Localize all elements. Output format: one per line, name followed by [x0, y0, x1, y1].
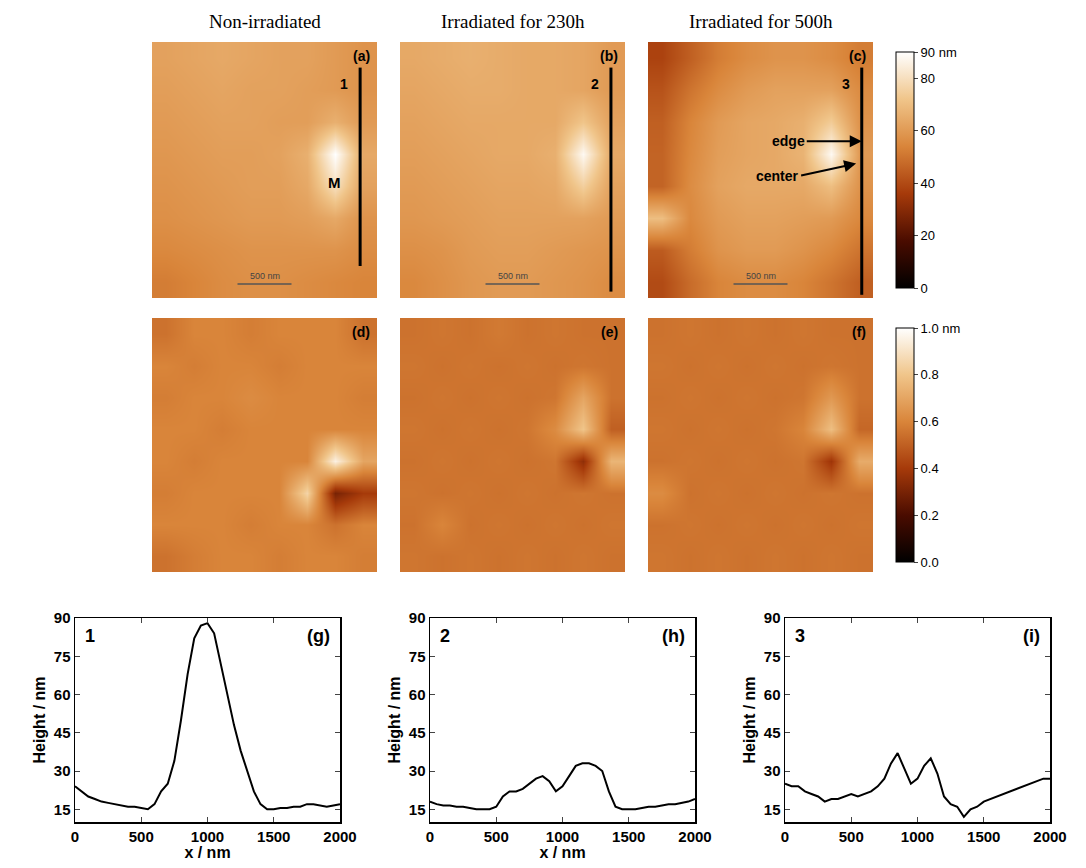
svg-text:500: 500: [484, 828, 509, 845]
svg-text:90: 90: [54, 609, 71, 626]
svg-text:(c): (c): [849, 48, 866, 64]
svg-text:0.6: 0.6: [921, 414, 939, 429]
svg-text:1.0 nm: 1.0 nm: [921, 321, 961, 336]
svg-text:0: 0: [71, 828, 79, 845]
svg-text:0.8: 0.8: [921, 367, 939, 382]
svg-text:1: 1: [340, 76, 348, 92]
svg-text:0.4: 0.4: [921, 461, 939, 476]
svg-text:2000: 2000: [323, 828, 356, 845]
svg-text:x / nm: x / nm: [184, 845, 230, 862]
svg-text:500 nm: 500 nm: [250, 271, 280, 281]
svg-text:1000: 1000: [901, 828, 934, 845]
svg-text:20: 20: [921, 228, 935, 243]
svg-text:75: 75: [409, 648, 426, 665]
svg-text:2000: 2000: [1033, 828, 1066, 845]
svg-text:1: 1: [85, 626, 95, 646]
svg-text:0: 0: [921, 281, 928, 296]
svg-text:(e): (e): [601, 324, 618, 340]
svg-text:3: 3: [795, 626, 805, 646]
svg-text:500: 500: [839, 828, 864, 845]
svg-text:2: 2: [440, 626, 450, 646]
svg-text:75: 75: [764, 648, 781, 665]
svg-text:(a): (a): [353, 48, 370, 64]
svg-text:75: 75: [54, 648, 71, 665]
svg-text:Irradiated for 230h: Irradiated for 230h: [441, 11, 585, 32]
svg-text:15: 15: [764, 801, 781, 818]
svg-text:90: 90: [409, 609, 426, 626]
svg-text:30: 30: [409, 762, 426, 779]
svg-text:500 nm: 500 nm: [498, 271, 528, 281]
svg-text:2000: 2000: [678, 828, 711, 845]
svg-text:500: 500: [129, 828, 154, 845]
svg-text:1500: 1500: [612, 828, 645, 845]
svg-text:30: 30: [764, 762, 781, 779]
svg-text:45: 45: [409, 724, 426, 741]
svg-text:2: 2: [591, 76, 599, 92]
svg-text:(h): (h): [662, 626, 685, 646]
svg-text:500 nm: 500 nm: [746, 271, 776, 281]
svg-text:1500: 1500: [967, 828, 1000, 845]
svg-text:(d): (d): [352, 324, 370, 340]
svg-text:center: center: [756, 168, 799, 184]
svg-text:30: 30: [54, 762, 71, 779]
svg-text:Irradiated for 500h: Irradiated for 500h: [689, 11, 833, 32]
svg-text:(b): (b): [600, 48, 618, 64]
svg-text:1500: 1500: [257, 828, 290, 845]
svg-text:90: 90: [764, 609, 781, 626]
svg-text:0: 0: [426, 828, 434, 845]
svg-text:(i): (i): [1023, 626, 1040, 646]
svg-text:1000: 1000: [191, 828, 224, 845]
svg-text:3: 3: [842, 76, 850, 92]
svg-text:60: 60: [409, 686, 426, 703]
svg-text:0.2: 0.2: [921, 508, 939, 523]
svg-text:(g): (g): [307, 626, 330, 646]
svg-text:Height / nm: Height / nm: [741, 676, 758, 763]
svg-text:45: 45: [764, 724, 781, 741]
svg-text:60: 60: [921, 123, 935, 138]
svg-text:60: 60: [54, 686, 71, 703]
svg-text:40: 40: [921, 176, 935, 191]
svg-text:15: 15: [54, 801, 71, 818]
svg-text:Height / nm: Height / nm: [31, 676, 48, 763]
svg-text:80: 80: [921, 71, 935, 86]
svg-text:edge: edge: [772, 133, 805, 149]
svg-text:M: M: [328, 174, 341, 191]
svg-text:Height / nm: Height / nm: [386, 676, 403, 763]
svg-text:60: 60: [764, 686, 781, 703]
svg-text:1000: 1000: [546, 828, 579, 845]
svg-text:x / nm: x / nm: [539, 845, 585, 862]
svg-text:45: 45: [54, 724, 71, 741]
svg-text:0.0: 0.0: [921, 555, 939, 570]
svg-text:Non-irradiated: Non-irradiated: [209, 11, 321, 32]
svg-text:90 nm: 90 nm: [921, 45, 957, 60]
svg-text:15: 15: [409, 801, 426, 818]
svg-text:0: 0: [781, 828, 789, 845]
svg-text:(f): (f): [852, 324, 866, 340]
